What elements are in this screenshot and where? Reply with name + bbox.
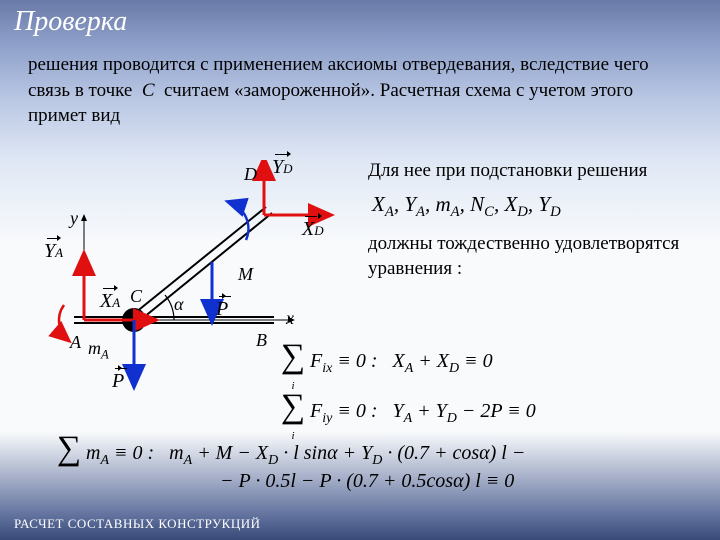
label-vec-xa: XA — [100, 290, 120, 313]
point-c-letter: C — [142, 80, 155, 101]
point-c: C — [137, 80, 159, 101]
label-vec-yd: YD — [272, 156, 293, 179]
moment-ma — [59, 305, 68, 340]
footer-text: РАСЧЕТ СОСТАВНЫХ КОНСТРУКЦИЙ — [14, 516, 261, 532]
right-line2: должны тождественно удовлетворятся уравн… — [368, 231, 708, 282]
variable-list: XA, YA, mA, NC, XD, YD — [372, 190, 708, 223]
label-vec-ya: YA — [44, 240, 63, 263]
sigma-icon: ∑ — [54, 432, 84, 478]
diagram-svg — [34, 160, 354, 410]
label-c: C — [130, 286, 142, 307]
right-column: Для нее при подстановки решения XA, YA, … — [368, 158, 708, 282]
label-m: M — [238, 264, 253, 285]
eq-m-line2: − P · 0.5l − P · (0.7 + 0.5cosα) l ≡ 0 — [220, 470, 514, 493]
label-a: A — [70, 332, 81, 353]
slide: Проверка решения проводится с применение… — [0, 0, 720, 540]
beam-cd-top — [130, 207, 266, 317]
label-alpha: α — [174, 294, 183, 315]
label-vec-p1: P — [112, 370, 124, 393]
eq-m-line1: mA ≡ 0 : mA + M − XD · l sinα + YD · (0.… — [86, 442, 525, 469]
label-ma: mA — [88, 338, 109, 363]
label-vec-xd: XD — [302, 218, 324, 241]
label-x: x — [286, 308, 294, 329]
label-d: D — [244, 164, 257, 185]
right-line1: Для нее при подстановки решения — [368, 158, 708, 184]
free-body-diagram: y x A B C D M α mA YA XA YD XD P P — [34, 160, 354, 410]
label-vec-p2: P — [216, 298, 228, 321]
slide-title: Проверка — [14, 6, 127, 38]
label-y: y — [70, 208, 78, 229]
intro-paragraph: решения проводится с применением аксиомы… — [28, 52, 688, 129]
label-b: B — [256, 330, 267, 351]
